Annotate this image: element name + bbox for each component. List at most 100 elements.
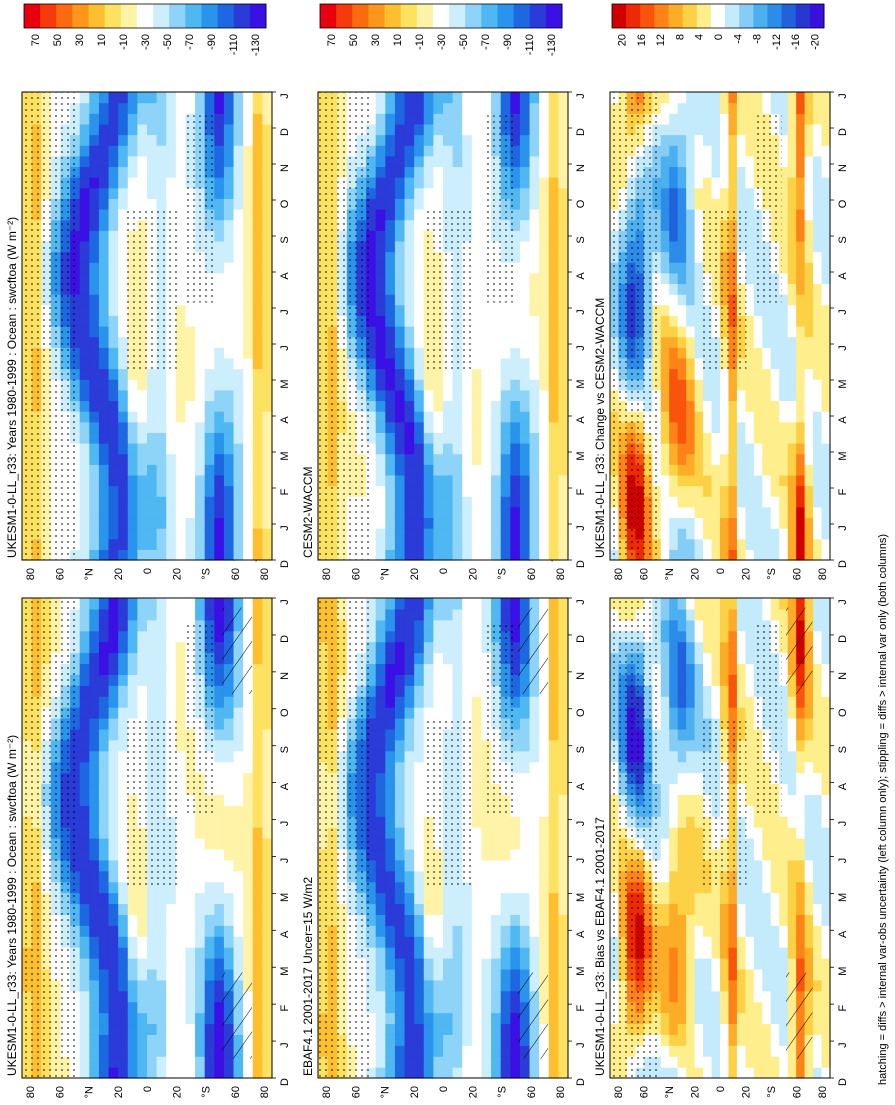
heatmap-cell [375, 870, 386, 883]
heatmap-cell [98, 347, 110, 359]
heatmap-cell [471, 1067, 483, 1079]
heatmap-cell [452, 598, 463, 610]
heatmap-cell [481, 892, 492, 905]
heatmap-cell [214, 400, 225, 412]
heatmap-cell [414, 816, 425, 828]
heatmap-cell [127, 145, 138, 157]
heatmap-cell [433, 1034, 444, 1046]
heatmap-cell [137, 368, 148, 380]
heatmap-cell [262, 443, 273, 455]
heatmap-cell [127, 368, 138, 380]
heatmap-cell [694, 718, 704, 730]
heatmap-cell [223, 240, 235, 253]
heatmap-cell [118, 947, 129, 959]
heatmap-cell [821, 827, 831, 839]
heatmap-cell [262, 739, 273, 752]
heatmap-cell [385, 598, 396, 610]
heatmap-cell [118, 379, 129, 391]
heatmap-cell [127, 496, 138, 508]
heatmap-cell [89, 262, 100, 274]
heatmap-cell [108, 892, 119, 905]
heatmap-cell [736, 947, 746, 959]
heatmap-cell [558, 1056, 569, 1068]
heatmap-cell [404, 1023, 415, 1035]
heatmap-cell [175, 123, 187, 136]
heatmap-cell [821, 947, 831, 959]
heatmap-cell [243, 357, 254, 370]
heatmap-cell [127, 1056, 138, 1068]
heatmap-cell [156, 485, 167, 497]
heatmap-cell [214, 209, 225, 221]
heatmap-cell [677, 1067, 687, 1079]
heatmap-cell [89, 209, 100, 221]
heatmap-cell [137, 903, 148, 915]
heatmap-cell [98, 453, 110, 465]
heatmap-cell [558, 598, 569, 610]
heatmap-cell [233, 92, 244, 104]
heatmap-cell [243, 304, 254, 316]
heatmap-cell [89, 304, 100, 316]
heatmap-cell [694, 990, 704, 1003]
heatmap-cell [500, 1045, 511, 1057]
heatmap-cell [89, 1034, 100, 1046]
heatmap-cell [252, 1045, 263, 1057]
heatmap-cell [79, 251, 90, 263]
heatmap-cell [79, 240, 90, 253]
heatmap-cell [703, 1012, 713, 1025]
heatmap-cell [558, 968, 569, 981]
heatmap-cell [252, 272, 263, 285]
heatmap-cell [214, 272, 225, 285]
heatmap-cell [243, 474, 254, 487]
heatmap-cell [394, 870, 406, 883]
heatmap-cell [787, 870, 797, 883]
heatmap-cell [423, 947, 434, 959]
heatmap-cell [548, 881, 559, 894]
heatmap-cell [510, 739, 521, 752]
colorbar-tick-label: -110 [524, 34, 536, 55]
heatmap-cell [118, 827, 129, 839]
heatmap-cell [175, 848, 187, 861]
heatmap-cell [686, 805, 696, 817]
heatmap-cell [385, 1056, 396, 1068]
heatmap-cell [539, 794, 550, 806]
heatmap-cell [252, 728, 263, 741]
heatmap-cell [787, 805, 797, 817]
heatmap-cell [703, 598, 713, 610]
heatmap-cell [127, 123, 138, 136]
heatmap-cell [385, 718, 396, 730]
heatmap-cell [252, 517, 263, 529]
heatmap-cell [770, 1045, 780, 1057]
heatmap-cell [677, 598, 687, 610]
heatmap-cell [147, 914, 158, 926]
heatmap-cell [779, 674, 789, 686]
heatmap-cell [404, 739, 415, 752]
heatmap-cell [414, 827, 425, 839]
heatmap-cell [804, 1056, 814, 1068]
heatmap-cell [233, 347, 244, 359]
heatmap-cell [166, 1023, 177, 1035]
heatmap-cell [813, 1045, 823, 1057]
heatmap-cell [89, 783, 100, 795]
heatmap-cell [728, 1056, 738, 1068]
month-tick-label: J [575, 858, 587, 864]
heatmap-cell [694, 728, 704, 741]
colorbar-swatch [185, 4, 202, 28]
heatmap-cell [262, 389, 273, 402]
heatmap-cell [204, 92, 215, 104]
heatmap-cell [745, 761, 755, 774]
heatmap-cell [185, 1023, 196, 1035]
heatmap-cell [558, 827, 569, 839]
heatmap-cell [443, 914, 454, 926]
heatmap-cell [813, 794, 823, 806]
heatmap-cell [98, 336, 110, 348]
heatmap-cell [677, 641, 687, 654]
heatmap-cell [510, 958, 521, 970]
heatmap-cell [185, 881, 196, 894]
heatmap-cell [127, 1001, 138, 1014]
heatmap-cell [720, 630, 730, 643]
heatmap-cell [108, 474, 119, 487]
heatmap-cell [185, 1045, 196, 1057]
heatmap-cell [79, 1067, 90, 1079]
heatmap-cell [118, 979, 129, 992]
heatmap-cell [127, 958, 138, 970]
